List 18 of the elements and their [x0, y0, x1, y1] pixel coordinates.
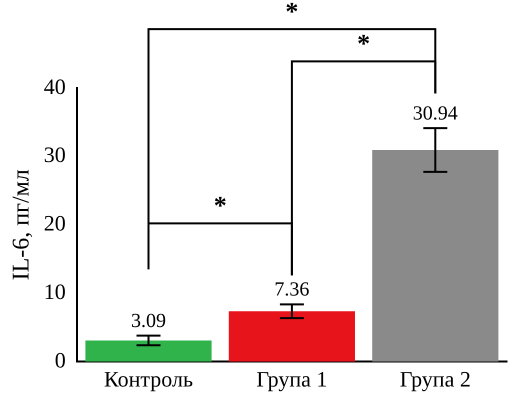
- text: *: [357, 29, 370, 58]
- y-tick-label: 40: [44, 74, 66, 99]
- data-label: 7.36: [274, 278, 310, 301]
- y-tick-label: 20: [44, 210, 66, 236]
- annotation: *: [214, 191, 227, 220]
- y-tick-label: 0: [54, 347, 66, 372]
- bar: [228, 311, 355, 362]
- data-label: 3.09: [131, 310, 166, 332]
- y-axis-title: IL-6, пг/мл: [8, 169, 35, 280]
- bar: [372, 150, 498, 362]
- text: *: [285, 0, 298, 26]
- x-tick-label: Контроль: [104, 366, 193, 392]
- bar: [85, 340, 212, 362]
- data-label: 30.94: [412, 102, 458, 124]
- y-tick-label: 10: [44, 278, 66, 304]
- x-tick-label: Група 2: [400, 366, 471, 392]
- x-tick-label: Група 1: [256, 366, 328, 392]
- y-tick-label: 30: [44, 142, 66, 168]
